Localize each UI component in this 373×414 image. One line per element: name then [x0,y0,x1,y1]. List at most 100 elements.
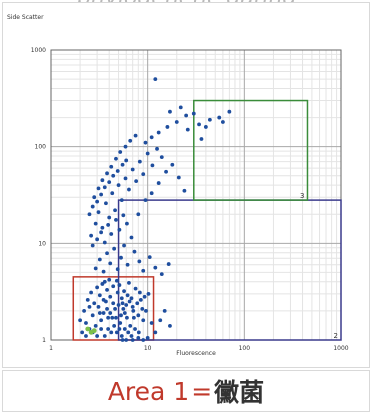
data-point [133,327,137,331]
gate-region-3 [193,99,309,201]
data-point [84,334,88,338]
data-point [117,227,122,232]
data-point [92,301,97,306]
data-point [146,291,151,296]
x-tick-label: 100 [239,345,251,352]
data-point [89,233,94,238]
data-point [136,212,141,217]
data-point [131,309,136,313]
x-axis-label: Fluorescence [176,350,216,357]
y-tick-label: 1000 [31,47,46,54]
data-point [110,315,115,320]
gate-region-label: 2 [334,332,338,340]
gate-region-1 [72,276,155,341]
data-point [119,198,124,203]
data-point [147,255,152,260]
data-point [144,309,148,313]
data-point [96,210,101,215]
data-point [99,327,104,331]
data-point [78,318,82,323]
data-point [129,296,134,301]
data-point [159,155,164,159]
data-point [114,315,118,320]
minor-grid [51,50,341,340]
data-point [90,204,95,209]
highlight-points [85,326,97,335]
data-point [96,186,101,191]
data-point [119,334,124,338]
data-point [133,133,138,138]
data-point [122,243,126,248]
data-point [105,171,109,176]
data-point [136,313,141,318]
data-point [102,279,107,284]
data-point [120,301,125,306]
data-point [82,309,87,313]
data-point [93,221,98,226]
data-point [118,321,123,325]
data-point [130,338,135,342]
data-point [99,318,104,323]
data-point [135,301,140,306]
data-point [101,311,106,315]
data-point [111,301,116,306]
data-point [99,230,104,235]
data-point [220,120,225,124]
data-point [102,240,107,245]
data-point [106,327,111,331]
data-point [124,338,129,342]
data-point [120,338,125,342]
data-point [141,338,146,342]
data-point [118,150,123,154]
data-point [92,195,97,200]
highlight-point [85,326,91,332]
data-point [227,109,232,114]
data-point [106,315,111,320]
data-point [136,330,141,335]
data-point [134,179,139,184]
data-point [116,183,121,188]
y-axis-label: Side Scatter [7,14,44,21]
data-point [109,164,114,169]
data-point [137,259,142,264]
data-point [143,140,148,145]
data-point [99,192,104,197]
x-tick-label: 1 [49,345,53,352]
data-point [117,283,122,287]
data-point [100,225,105,230]
data-point [124,158,129,163]
data-point [111,284,116,289]
data-point [137,290,142,295]
data-point [128,138,133,143]
data-point [121,213,126,218]
data-point [112,323,117,328]
data-point [162,309,167,313]
data-point [121,306,126,311]
data-point [174,120,179,124]
major-grid [51,50,341,340]
data-point [127,299,132,304]
data-point [114,217,118,222]
data-point [93,266,98,271]
data-point [90,243,95,248]
data-point [87,212,92,217]
data-point [128,323,133,328]
data-point [104,201,108,206]
data-point [89,290,94,295]
data-point [114,330,119,335]
data-point [127,280,131,285]
data-point [158,318,163,323]
data-point [137,159,142,164]
data-point [108,311,113,315]
data-point [117,327,122,331]
data-point [159,272,164,277]
data-point [102,185,107,190]
data-point [155,146,159,151]
data-point [164,169,168,174]
data-point [145,336,150,340]
data-point [97,257,102,262]
data-point [90,313,95,318]
data-point [149,321,154,325]
x-tick-labels: 1 10 100 1000 [49,345,349,352]
